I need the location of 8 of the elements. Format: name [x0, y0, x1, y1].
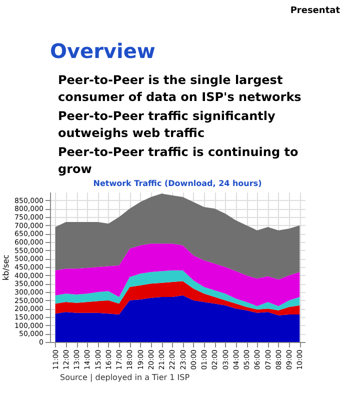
text: Peer-to-Peer is the single largest consumer of data on ISP's networks — [58, 73, 302, 104]
source-note: Source | deployed in a Tier 1 ISP — [60, 373, 190, 382]
text: Peer-to-Peer traffic significantly outweighs web traffic — [58, 109, 276, 140]
chart-title: Network Traffic (Download, 24 hours) — [93, 179, 262, 188]
text: Overview — [50, 39, 156, 63]
text: Presentat — [290, 6, 341, 16]
y-axis-title: kb/sec — [2, 254, 11, 280]
text: Peer-to-Peer traffic is continuing to grow — [58, 145, 298, 176]
